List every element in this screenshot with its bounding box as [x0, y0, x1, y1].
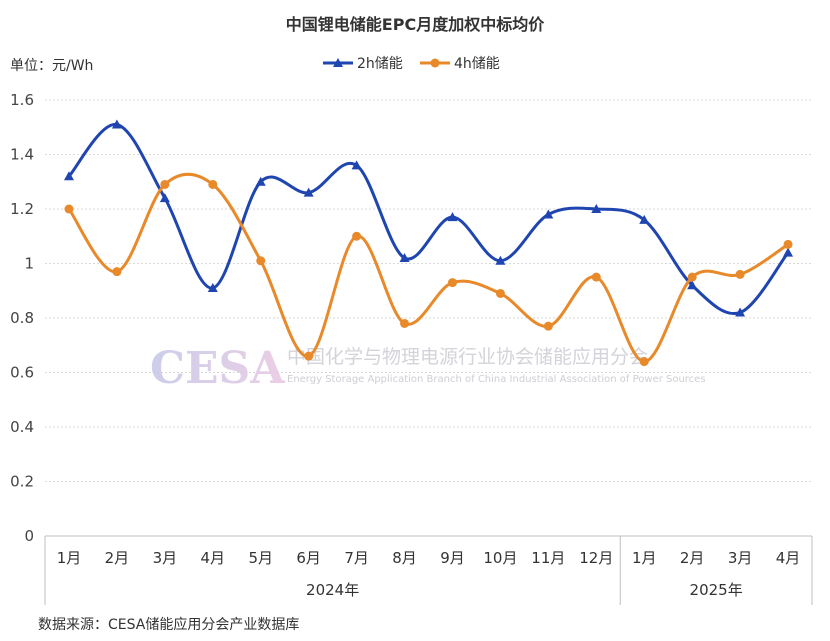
- data-point: [495, 288, 505, 298]
- data-point: [687, 280, 698, 290]
- x-tick-label: 4月: [201, 549, 226, 567]
- legend-item: 4h储能: [420, 56, 500, 72]
- data-point: [351, 160, 362, 170]
- x-tick-label: 7月: [344, 549, 369, 567]
- year-group-label: 2025年: [690, 581, 743, 599]
- x-tick-label: 12月: [579, 549, 613, 567]
- legend-label: 2h储能: [357, 56, 403, 72]
- x-tick-label: 9月: [440, 549, 465, 567]
- chart-title: 中国锂电储能EPC月度加权中标均价: [286, 15, 545, 34]
- x-tick-label: 1月: [57, 549, 82, 567]
- x-axis: 1月 2月 3月 4月 5月 6月 7月 8月 9月 10月 11月 12月 1月 2月 3月 4月 2024年…: [44, 535, 813, 605]
- data-point: [255, 176, 266, 186]
- data-point: [639, 357, 649, 367]
- series-line: [67, 123, 790, 316]
- series-2h储能: [63, 119, 794, 317]
- data-point: [64, 204, 74, 214]
- data-point: [735, 269, 745, 279]
- y-tick-label: 0.2: [10, 473, 34, 491]
- data-point: [735, 307, 746, 317]
- y-tick-label: 1: [24, 255, 34, 273]
- data-point: [447, 278, 457, 288]
- data-point: [208, 179, 218, 189]
- y-tick-label: 0.4: [10, 418, 34, 436]
- data-point: [160, 179, 170, 189]
- x-tick-label: 2月: [105, 549, 130, 567]
- watermark-cn: 中国化学与物理电源行业协会储能应用分会: [287, 346, 648, 368]
- watermark: CESA 中国化学与物理电源行业协会储能应用分会 Energy Storage …: [150, 343, 706, 394]
- y-tick-label: 0.6: [10, 364, 34, 382]
- legend-item: 2h储能: [323, 56, 403, 72]
- x-tick-label: 8月: [392, 549, 417, 567]
- watermark-en: Energy Storage Application Branch of Chi…: [287, 374, 706, 385]
- data-point: [159, 193, 170, 203]
- data-point: [333, 58, 343, 67]
- watermark-logo: CESA: [150, 343, 285, 394]
- year-group-label: 2024年: [306, 581, 359, 599]
- x-tick-label: 2月: [680, 549, 705, 567]
- data-point: [63, 171, 74, 181]
- y-tick-label: 1.4: [10, 146, 34, 164]
- data-point: [304, 351, 314, 361]
- x-tick-label: 1月: [632, 549, 657, 567]
- data-point: [591, 272, 601, 282]
- data-point: [352, 231, 362, 241]
- x-tick-label: 4月: [776, 549, 801, 567]
- data-point: [543, 321, 553, 331]
- legend: 2h储能 4h储能: [323, 56, 500, 72]
- data-point: [430, 58, 440, 68]
- x-tick-label: 11月: [531, 549, 565, 567]
- x-tick-label: 5月: [248, 549, 273, 567]
- x-tick-label: 6月: [296, 549, 321, 567]
- y-tick-label: 0: [24, 527, 34, 545]
- data-point: [591, 204, 602, 213]
- data-point: [687, 272, 697, 282]
- data-point: [256, 256, 266, 266]
- x-tick-label: 10月: [483, 549, 517, 567]
- data-point: [400, 318, 410, 328]
- legend-label: 4h储能: [454, 56, 500, 72]
- series-layer: [63, 119, 794, 367]
- y-tick-label: 0.8: [10, 309, 34, 327]
- data-point: [399, 253, 410, 263]
- y-tick-label: 1.2: [10, 200, 34, 218]
- data-point: [543, 209, 554, 219]
- data-point: [783, 239, 793, 249]
- y-axis: 0 0.2 0.4 0.6 0.8 1 1.2 1.4 1.6: [10, 91, 34, 545]
- data-point: [112, 267, 122, 277]
- data-point: [111, 119, 122, 129]
- x-tick-label: 3月: [153, 549, 178, 567]
- data-point: [495, 255, 506, 265]
- data-point: [783, 247, 794, 257]
- data-point: [639, 214, 650, 224]
- y-tick-label: 1.6: [10, 91, 34, 109]
- x-tick-label: 3月: [728, 549, 753, 567]
- series-4h储能: [64, 172, 793, 367]
- unit-label: 单位：元/Wh: [10, 58, 93, 74]
- data-point: [303, 187, 314, 197]
- data-point: [207, 283, 218, 293]
- source-note: 数据来源：CESA储能应用分会产业数据库: [38, 616, 299, 633]
- data-point: [447, 212, 458, 222]
